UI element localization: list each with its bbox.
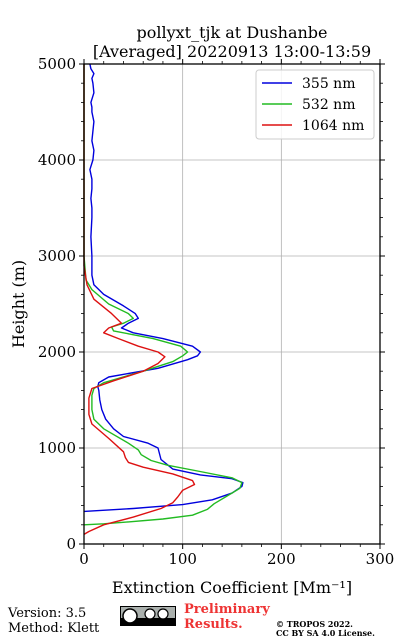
series-line-532-nm — [83, 64, 243, 526]
y-tick-label: 0 — [66, 535, 76, 553]
legend-label: 532 nm — [302, 97, 355, 113]
cc-license-badge — [120, 606, 176, 626]
plot-frame — [83, 63, 381, 545]
y-axis-label: Height (m) — [9, 260, 28, 348]
version-info: Version: 3.5 Method: Klett — [8, 606, 99, 636]
legend-label: 355 nm — [302, 76, 355, 92]
series-line-355-nm — [83, 63, 244, 513]
preliminary-line-1: Preliminary — [184, 602, 270, 617]
copyright-notice: © TROPOS 2022. CC BY SA 4.0 License. — [276, 620, 375, 638]
preliminary-line-2: Results. — [184, 617, 243, 632]
series-lines — [83, 63, 244, 536]
series-line-1064-nm — [83, 64, 196, 536]
version-text: Version: 3.5 — [8, 606, 87, 621]
x-tick-label: 0 — [79, 550, 89, 568]
y-tick-label: 1000 — [38, 439, 76, 457]
x-axis-label: Extinction Coefficient [Mm⁻¹] — [112, 578, 352, 597]
copyright-line-1: © TROPOS 2022. — [276, 619, 353, 629]
copyright-line-2: CC BY SA 4.0 License. — [276, 628, 375, 638]
chart-title: pollyxt_tjk at Dushanbe — [136, 23, 327, 42]
y-tick-label: 4000 — [38, 151, 76, 169]
x-tick-label: 200 — [267, 550, 296, 568]
preliminary-notice: Preliminary Results. — [184, 602, 270, 632]
y-tick-label: 2000 — [38, 343, 76, 361]
legend: 355 nm 532 nm 1064 nm — [255, 69, 375, 140]
method-text: Method: Klett — [8, 621, 100, 636]
chart-subtitle: [Averaged] 20220913 13:00-13:59 — [93, 42, 371, 61]
x-tick-label: 100 — [168, 550, 197, 568]
cc-badge-icon — [121, 608, 175, 625]
legend-box — [255, 69, 375, 140]
y-tick-label: 5000 — [38, 55, 76, 73]
legend-label: 1064 nm — [302, 118, 364, 134]
y-tick-label: 3000 — [38, 247, 76, 265]
x-tick-label: 300 — [366, 550, 395, 568]
